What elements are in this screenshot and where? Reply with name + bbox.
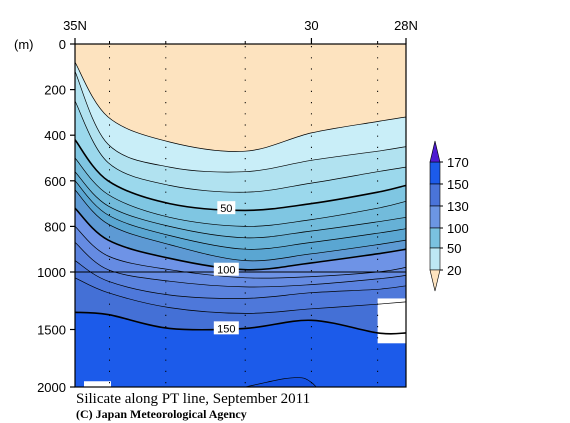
contour-line-160: [245, 377, 317, 388]
contour-line-20: [74, 62, 407, 152]
y-tick-label: 800: [44, 219, 66, 234]
y-tick-label: 600: [44, 174, 66, 189]
colorbar-segment: [429, 205, 441, 229]
chart-title: Silicate along PT line, September 2011: [76, 391, 310, 407]
colorbar-tick-label: 100: [447, 221, 469, 236]
contour-label-100: 100: [213, 262, 239, 277]
credit-text: (C) Japan Meteorological Agency: [76, 407, 247, 421]
contour-line-30: [74, 71, 407, 173]
colorbar-tick-label: 150: [447, 177, 469, 192]
y-tick-label: 2000: [37, 380, 66, 395]
plot-frame: [74, 43, 407, 388]
svg-text:100: 100: [217, 265, 235, 277]
missing-data-region: [377, 298, 406, 344]
svg-text:150: 150: [217, 323, 235, 335]
plot-area: 50 100 150: [74, 44, 407, 388]
svg-text:50: 50: [220, 203, 232, 215]
y-tick-label: 400: [44, 128, 66, 143]
colorbar-tick-label: 20: [447, 263, 461, 278]
x-tick-label: 28N: [394, 18, 418, 33]
contour-line-150: [74, 311, 407, 335]
contour-line-120: [74, 242, 407, 288]
missing-data-bottom: [84, 381, 111, 387]
colorbar-segment: [429, 247, 441, 271]
colorbar-segment: [429, 161, 441, 185]
y-unit-label: (m): [14, 37, 34, 52]
contour-line-130: [74, 260, 407, 299]
colorbar-tick-label: 50: [447, 241, 461, 256]
colorbar-tick-label: 170: [447, 155, 469, 170]
contour-label-50: 50: [217, 201, 236, 215]
band-fill-160: [245, 377, 317, 387]
colorbar-segment: [429, 227, 441, 249]
contour-line-80: [74, 180, 407, 250]
x-tick-label: 35N: [63, 18, 87, 33]
colorbar-above-arrow: [429, 140, 441, 163]
y-tick-label: 1500: [37, 323, 66, 338]
contour-label-150: 150: [213, 321, 239, 335]
colorbar-below-arrow: [429, 269, 441, 292]
contour-line-100: [74, 207, 407, 271]
band-fill-150: [75, 312, 406, 387]
colorbar-segment: [429, 183, 441, 207]
contour-line-70: [74, 171, 407, 239]
colorbar: 20 50 100 130 150 170: [429, 140, 469, 292]
contour-line-90: [74, 189, 407, 262]
y-tick-label: 0: [59, 37, 66, 52]
x-tick-label: 30: [304, 18, 318, 33]
y-tick-label: 200: [44, 83, 66, 98]
y-tick-label: 1000: [37, 265, 66, 280]
colorbar-tick-label: 130: [447, 199, 469, 214]
